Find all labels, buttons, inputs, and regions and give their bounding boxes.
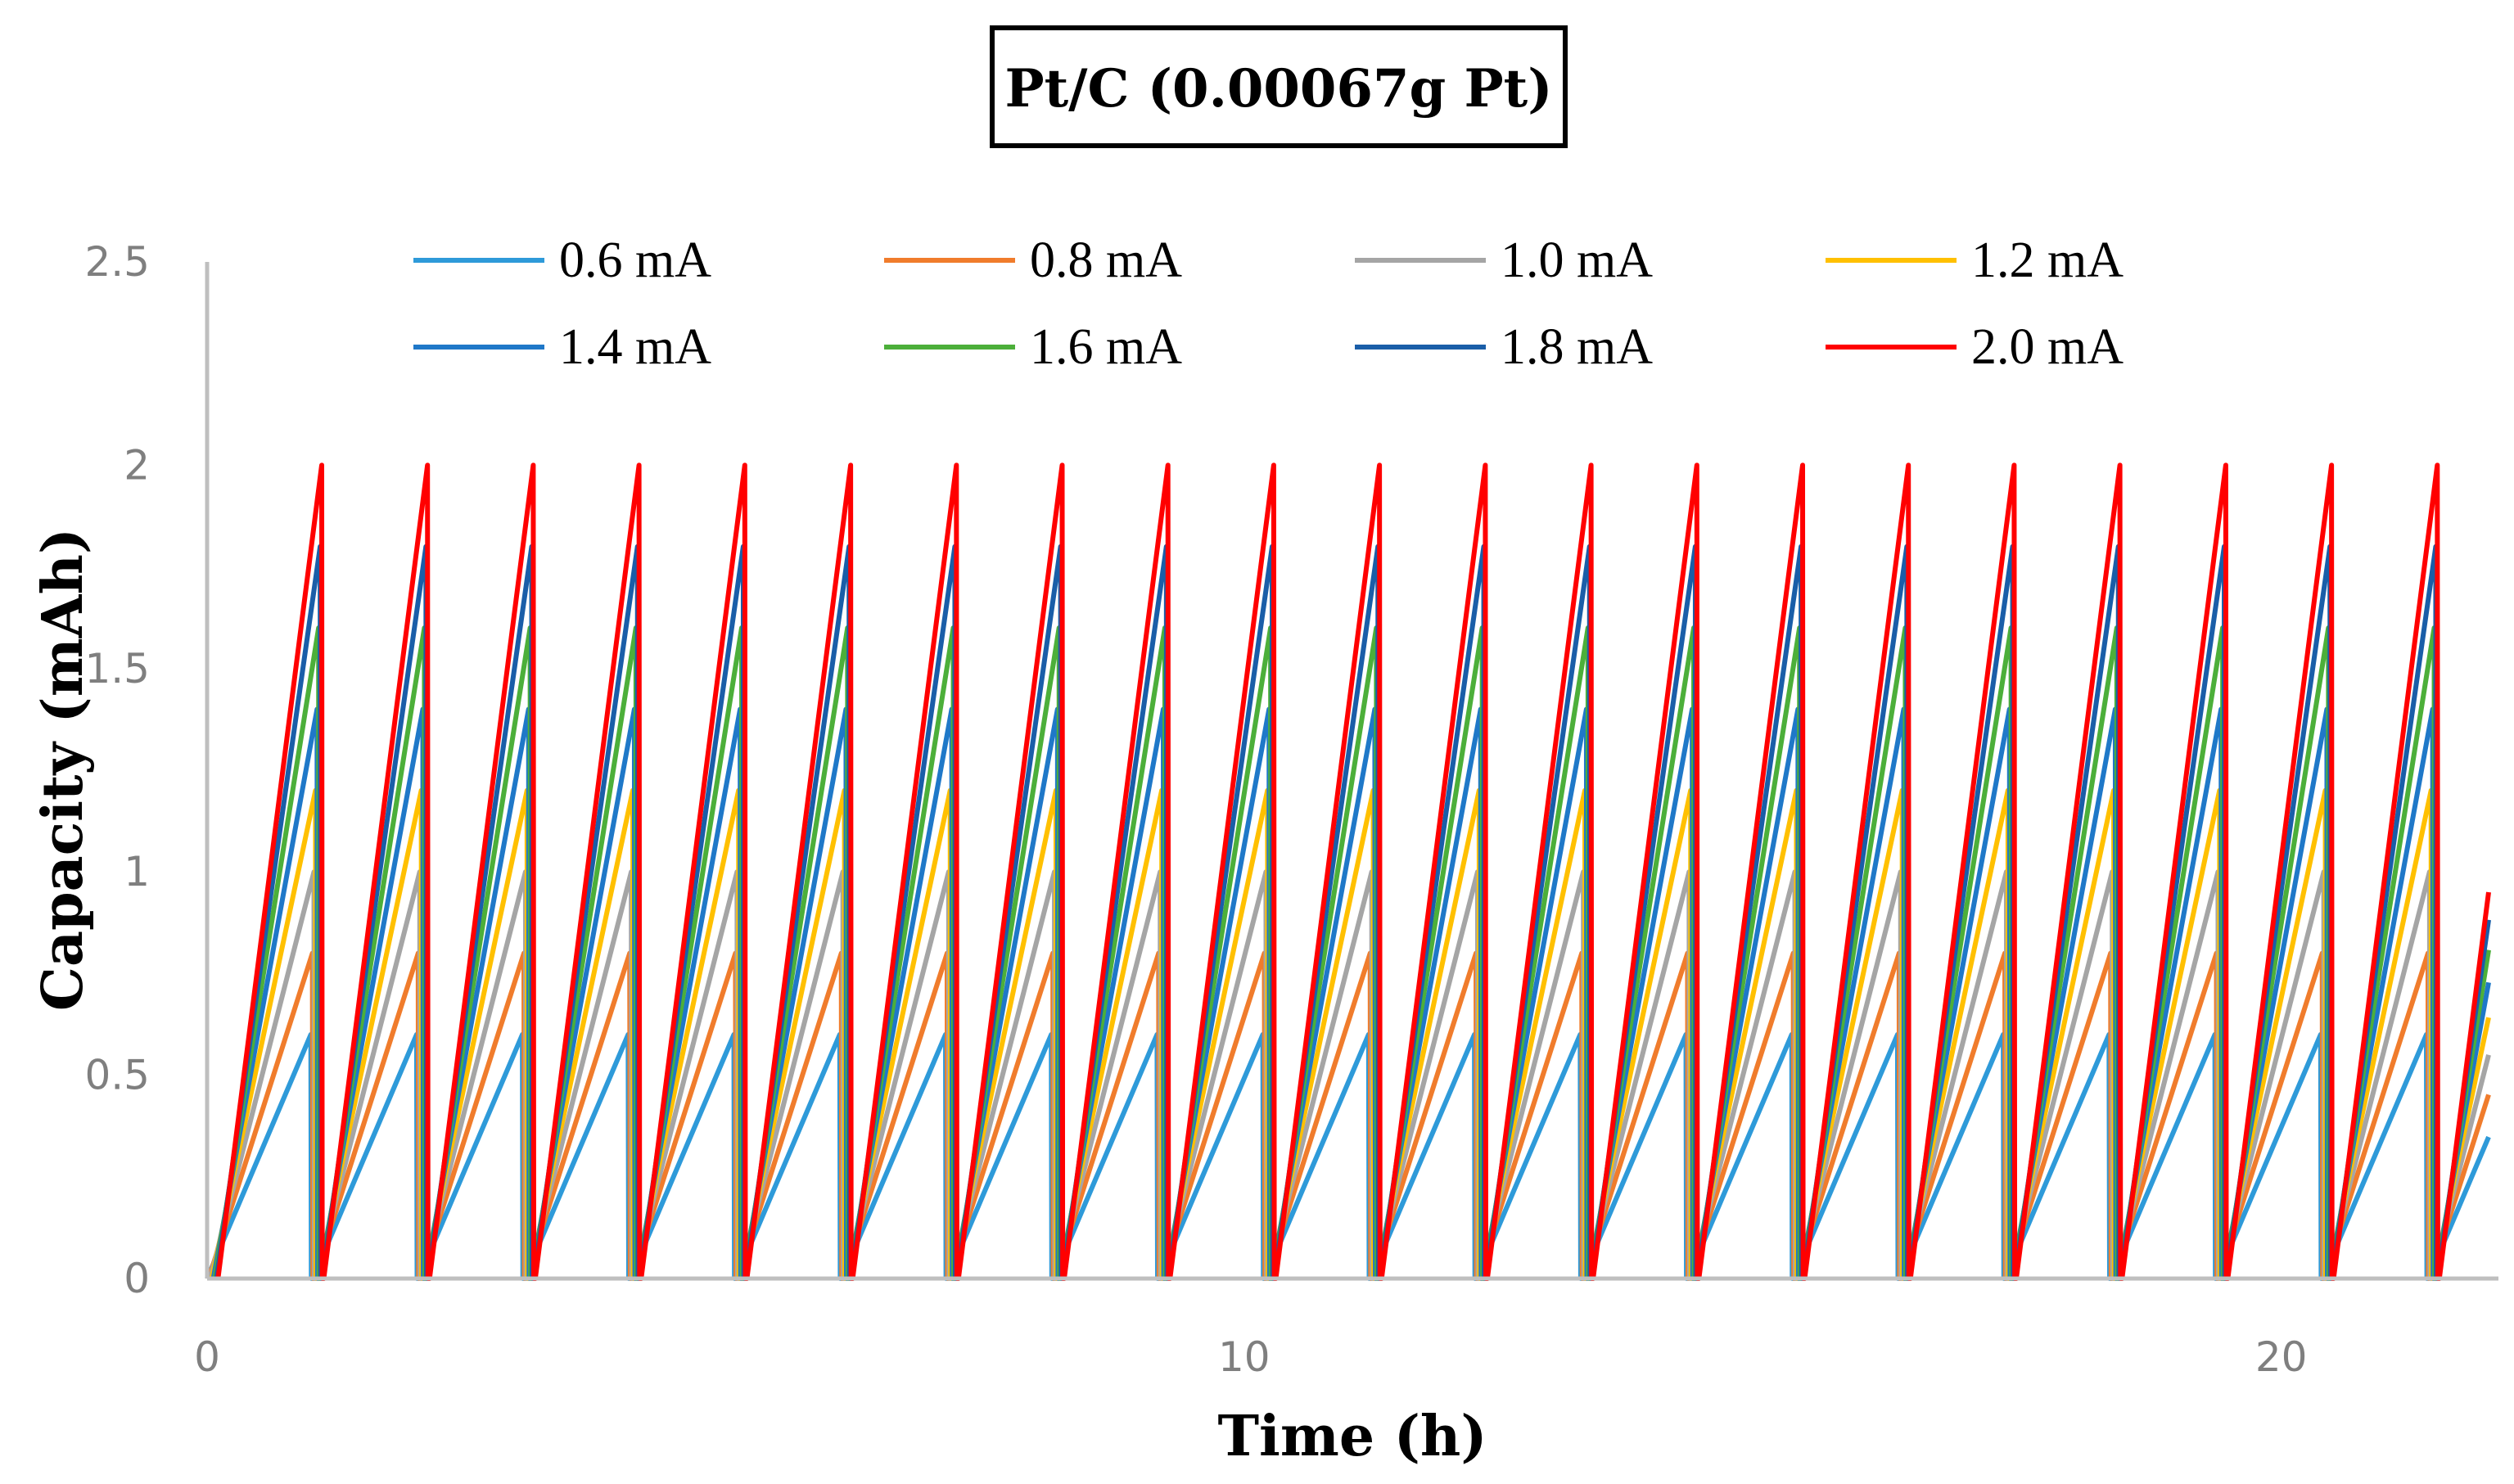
y-tick-label: 2 [124, 441, 150, 489]
chart-title: Pt/C (0.00067g Pt) [1004, 58, 1552, 120]
chart-title-box [990, 25, 1568, 148]
y-tick-label: 1 [124, 848, 150, 895]
x-axis-label: Time (h) [1217, 1404, 1487, 1469]
legend: 0.6 mA 0.8 mA 1.0 mA 1.2 mA 1.4 mA 1.6 mA 1.8 … [413, 232, 2124, 375]
x-tick-label: 10 [1218, 1333, 1271, 1381]
legend-label: 1.8 mA [1501, 319, 1653, 375]
y-tick-label: 1.5 [84, 645, 150, 692]
legend-label: 1.0 mA [1501, 232, 1653, 288]
x-tick-labels: 0 10 20 [194, 1333, 2307, 1381]
legend-label: 1.4 mA [559, 319, 711, 375]
x-tick-label: 0 [194, 1333, 220, 1381]
y-axis-label: Capacity (mAh) [30, 528, 96, 1011]
series-layer [205, 462, 2491, 1281]
x-tick-label: 20 [2255, 1333, 2308, 1381]
y-tick-labels: 0 0.5 1 1.5 2 2.5 [84, 238, 150, 1302]
y-tick-label: 2.5 [84, 238, 150, 286]
legend-label: 1.2 mA [1971, 232, 2124, 288]
legend-label: 2.0 mA [1971, 319, 2124, 375]
y-tick-label: 0 [124, 1255, 150, 1302]
legend-label: 1.6 mA [1030, 319, 1182, 375]
y-tick-label: 0.5 [84, 1052, 150, 1099]
legend-label: 0.6 mA [559, 232, 711, 288]
legend-label: 0.8 mA [1030, 232, 1182, 288]
